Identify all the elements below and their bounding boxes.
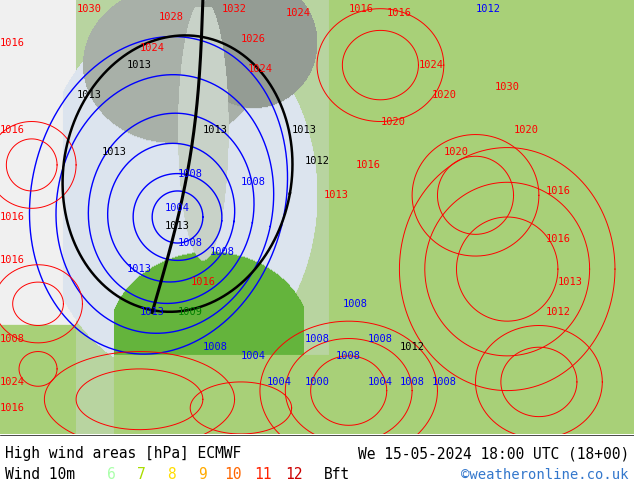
Text: Wind 10m: Wind 10m [5,466,75,482]
Text: 1013: 1013 [127,264,152,274]
Text: 1016: 1016 [355,160,380,170]
Text: 1004: 1004 [165,203,190,213]
Text: 1009: 1009 [178,308,203,318]
Text: 1016: 1016 [545,186,571,196]
Text: 1008: 1008 [399,377,425,387]
Text: 1000: 1000 [304,377,330,387]
Text: 1012: 1012 [304,156,330,166]
Text: 1016: 1016 [545,234,571,244]
Text: 1016: 1016 [190,277,216,287]
Text: 9: 9 [198,466,207,482]
Text: 1016: 1016 [0,212,25,222]
Text: 1004: 1004 [266,377,292,387]
Text: 1008: 1008 [368,334,393,343]
Text: 1013: 1013 [127,60,152,70]
Text: 1008: 1008 [178,238,203,248]
Text: 1024: 1024 [139,43,165,53]
Text: 1016: 1016 [0,255,25,266]
Text: 1008: 1008 [336,351,361,361]
Text: 1012: 1012 [545,308,571,318]
Text: 1013: 1013 [101,147,127,157]
Text: 7: 7 [137,466,146,482]
Text: 1016: 1016 [387,8,412,18]
Text: 1024: 1024 [0,377,25,387]
Text: 1013: 1013 [292,125,317,135]
Text: 1020: 1020 [514,125,539,135]
Text: 1016: 1016 [0,403,25,413]
Text: Bft: Bft [324,466,350,482]
Text: 1004: 1004 [368,377,393,387]
Text: 10: 10 [224,466,242,482]
Text: 12: 12 [285,466,302,482]
Text: 1016: 1016 [349,4,374,14]
Text: 1013: 1013 [558,277,583,287]
Text: 11: 11 [254,466,272,482]
Text: 8: 8 [167,466,176,482]
Text: 1026: 1026 [241,34,266,44]
Text: 1008: 1008 [0,334,25,343]
Text: 1013: 1013 [203,125,228,135]
Text: We 15-05-2024 18:00 UTC (18+00): We 15-05-2024 18:00 UTC (18+00) [358,446,629,461]
Text: 1008: 1008 [241,177,266,187]
Text: 6: 6 [107,466,115,482]
Text: 1024: 1024 [285,8,311,18]
Text: 1013: 1013 [139,308,165,318]
Text: 1020: 1020 [380,117,406,126]
Text: 1004: 1004 [241,351,266,361]
Text: 1030: 1030 [495,82,520,92]
Text: ©weatheronline.co.uk: ©weatheronline.co.uk [462,467,629,482]
Text: 1008: 1008 [304,334,330,343]
Text: 1013: 1013 [323,190,349,200]
Text: 1012: 1012 [399,342,425,352]
Text: 1030: 1030 [76,4,101,14]
Text: 1008: 1008 [342,299,368,309]
Text: 1008: 1008 [178,169,203,178]
Text: 1020: 1020 [444,147,469,157]
Text: 1008: 1008 [209,247,235,257]
Text: 1008: 1008 [203,342,228,352]
Text: 1032: 1032 [222,4,247,14]
Text: 1012: 1012 [476,4,501,14]
Text: 1016: 1016 [0,38,25,49]
Text: 1024: 1024 [247,65,273,74]
Text: 1013: 1013 [76,91,101,100]
Text: 1024: 1024 [418,60,444,70]
Text: 1016: 1016 [0,125,25,135]
Text: High wind areas [hPa] ECMWF: High wind areas [hPa] ECMWF [5,446,242,461]
Text: 1008: 1008 [431,377,456,387]
Text: 1013: 1013 [165,220,190,231]
Text: 1020: 1020 [431,91,456,100]
Text: 1028: 1028 [158,12,184,23]
